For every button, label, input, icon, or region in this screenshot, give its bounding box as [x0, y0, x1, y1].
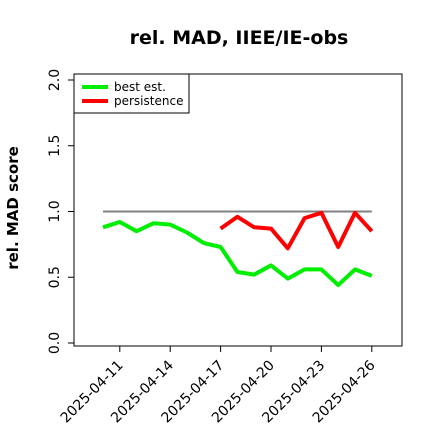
series-line-best-est — [102, 220, 373, 288]
chart-title: rel. MAD, IIEE/IE-obs — [130, 27, 349, 49]
series-line-persistence — [219, 210, 374, 251]
x-axis: 2025-04-112025-04-142025-04-172025-04-20… — [58, 346, 379, 426]
plot-frame — [73, 73, 403, 347]
y-axis: 0.0 0.5 1.0 1.5 2.0 — [47, 69, 74, 354]
series-layer — [102, 210, 374, 288]
y-tick-label: 2.0 — [47, 69, 63, 91]
y-axis-label: rel. MAD score — [4, 146, 22, 270]
legend-label-persistence: persistence — [114, 94, 183, 108]
y-tick-label: 0.5 — [47, 266, 63, 288]
legend-box — [73, 73, 190, 114]
y-tick-label: 1.0 — [47, 200, 63, 222]
legend-label-best-est: best est. — [114, 80, 166, 94]
y-tick-label: 1.5 — [47, 135, 63, 157]
legend: best est. persistence — [73, 73, 190, 114]
y-tick-label: 0.0 — [47, 332, 63, 354]
